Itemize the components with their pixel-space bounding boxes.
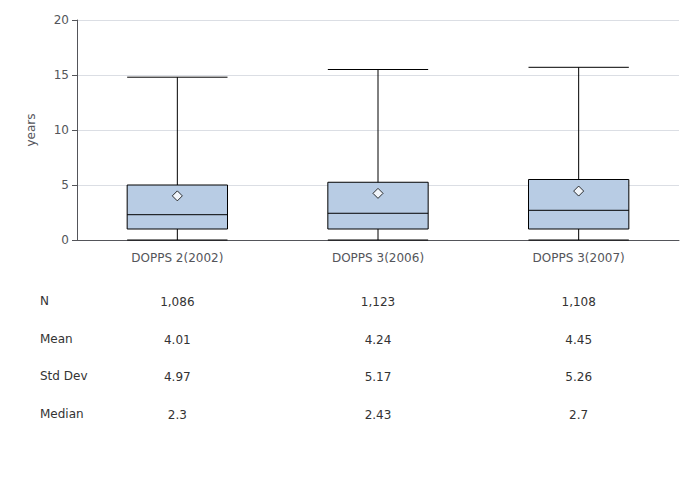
svg-text:1,123: 1,123 xyxy=(361,295,395,309)
svg-text:5.17: 5.17 xyxy=(365,370,392,384)
svg-text:1,086: 1,086 xyxy=(160,295,194,309)
svg-text:4.97: 4.97 xyxy=(164,370,191,384)
svg-text:2.43: 2.43 xyxy=(365,408,392,422)
svg-text:Std Dev: Std Dev xyxy=(40,369,87,383)
svg-text:Median: Median xyxy=(40,407,84,421)
svg-text:20: 20 xyxy=(54,13,69,27)
svg-text:DOPPS 3(2006): DOPPS 3(2006) xyxy=(332,251,424,265)
svg-text:N: N xyxy=(40,294,49,308)
svg-text:4.01: 4.01 xyxy=(164,333,191,347)
svg-text:2.7: 2.7 xyxy=(569,408,588,422)
svg-text:5.26: 5.26 xyxy=(565,370,592,384)
svg-text:15: 15 xyxy=(54,68,69,82)
svg-text:10: 10 xyxy=(54,123,69,137)
svg-text:0: 0 xyxy=(61,233,69,247)
svg-text:4.24: 4.24 xyxy=(365,333,392,347)
svg-text:2.3: 2.3 xyxy=(168,408,187,422)
svg-text:1,108: 1,108 xyxy=(561,295,595,309)
svg-text:5: 5 xyxy=(61,178,69,192)
svg-text:4.45: 4.45 xyxy=(565,333,592,347)
svg-text:DOPPS 3(2007): DOPPS 3(2007) xyxy=(533,251,625,265)
svg-text:DOPPS 2(2002): DOPPS 2(2002) xyxy=(131,251,223,265)
svg-text:years: years xyxy=(24,113,38,146)
svg-text:Mean: Mean xyxy=(40,332,73,346)
